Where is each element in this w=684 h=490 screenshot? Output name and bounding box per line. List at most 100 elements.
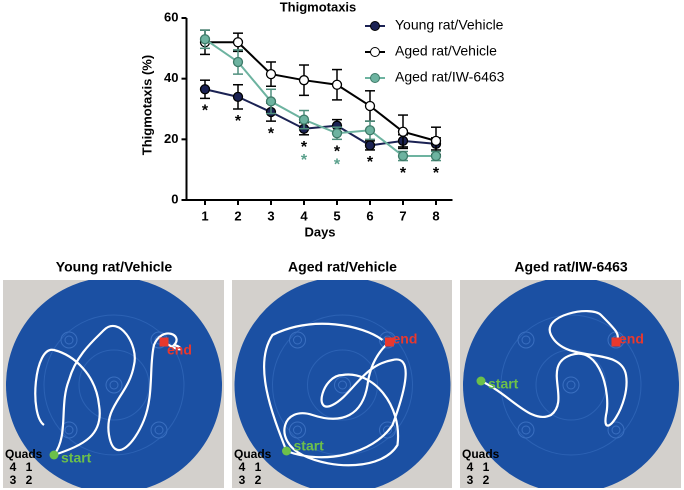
- significance: *: [268, 125, 275, 142]
- point: [364, 140, 376, 151]
- pool-water: [6, 280, 222, 488]
- platform-ring: [517, 421, 535, 439]
- pool: [463, 280, 679, 488]
- y-axis-label: Thigmotaxis (%): [139, 55, 154, 155]
- start-label: start: [488, 376, 519, 392]
- point: [364, 100, 376, 112]
- pool-ring: [307, 349, 378, 421]
- end-label: end: [619, 331, 644, 347]
- pool-water: [234, 280, 451, 488]
- pool-ring: [78, 349, 150, 421]
- pool-water: [463, 280, 679, 488]
- end-marker: [159, 337, 169, 347]
- platform-ring: [334, 376, 351, 394]
- significance: *: [433, 165, 440, 182]
- end-marker: [611, 337, 621, 347]
- end-label: end: [393, 331, 418, 347]
- significance: *: [367, 154, 374, 171]
- quad-number: 3: [239, 473, 246, 487]
- x-tick-label: 4: [300, 208, 308, 223]
- end-marker: [385, 337, 394, 347]
- point: [199, 84, 211, 95]
- quads-label: Quads: [5, 447, 43, 461]
- y-tick-label: 60: [164, 9, 178, 24]
- x-tick-label: 6: [366, 208, 373, 223]
- quad-number: 4: [467, 460, 474, 474]
- chart-title: Thigmotaxis: [280, 0, 357, 14]
- pool-ring: [500, 314, 642, 456]
- quad-number: 1: [483, 460, 490, 474]
- platform-ring: [521, 425, 531, 435]
- platform-ring: [383, 425, 392, 435]
- x-axis-label: Days: [304, 224, 335, 239]
- series-line: [204, 38, 436, 158]
- quad-number: 1: [255, 460, 262, 474]
- quad-number: 3: [467, 473, 474, 487]
- significance: *: [301, 152, 308, 169]
- swim-path: [34, 324, 182, 457]
- x-tick-label: 2: [234, 208, 241, 223]
- platform-ring: [60, 421, 78, 439]
- quad-number: 2: [483, 473, 490, 487]
- y-tick-label: 20: [164, 131, 178, 146]
- significance: *: [400, 165, 407, 182]
- x-tick-label: 1: [201, 208, 208, 223]
- quad-number: 1: [26, 460, 33, 474]
- platform-ring: [293, 425, 302, 435]
- platform-ring: [289, 331, 306, 349]
- start-marker: [282, 446, 291, 456]
- pool-ring: [43, 314, 185, 456]
- platform-ring: [607, 421, 625, 439]
- swim-path: [480, 310, 628, 427]
- start-marker: [476, 376, 486, 386]
- point: [397, 150, 409, 162]
- point: [331, 79, 343, 90]
- quad-number: 4: [10, 460, 17, 474]
- quad-number: 2: [255, 473, 262, 487]
- point: [232, 91, 244, 103]
- platform-ring: [154, 425, 164, 435]
- platform-ring: [566, 380, 576, 390]
- legend-label: Young rat/Vehicle: [395, 17, 504, 33]
- platform-ring: [379, 331, 396, 349]
- series-line: [205, 41, 437, 142]
- point: [199, 34, 211, 45]
- point: [265, 96, 277, 107]
- legend-marker: [370, 73, 380, 83]
- point: [430, 150, 442, 162]
- y-tick-label: 0: [171, 191, 178, 206]
- point: [430, 135, 442, 147]
- end-label: end: [167, 342, 192, 358]
- panel-title: Aged rat/IW-6463: [514, 259, 628, 275]
- point: [232, 37, 244, 48]
- x-tick-label: 5: [333, 208, 340, 223]
- legend-marker: [370, 47, 380, 57]
- quads-label: Quads: [462, 447, 500, 461]
- pool: [234, 280, 451, 488]
- point: [298, 75, 310, 86]
- significance: *: [235, 113, 242, 130]
- legend-label: Aged rat/Vehicle: [395, 43, 497, 59]
- panel-title: Young rat/Vehicle: [56, 259, 173, 275]
- platform-ring: [562, 376, 580, 394]
- quads-label: Quads: [234, 447, 272, 461]
- platform-ring: [611, 425, 621, 435]
- platform-ring: [521, 335, 531, 345]
- quad-number: 3: [10, 473, 17, 487]
- platform-ring: [517, 331, 535, 349]
- platform-ring: [64, 425, 74, 435]
- platform-ring: [109, 380, 119, 390]
- platform-ring: [289, 421, 306, 439]
- quad-number: 2: [26, 473, 33, 487]
- panel-title: Aged rat/Vehicle: [288, 259, 397, 275]
- platform-ring: [338, 380, 347, 390]
- pool: [6, 280, 222, 488]
- platform-ring: [64, 335, 74, 345]
- platform-ring: [105, 376, 123, 394]
- point: [331, 128, 343, 139]
- platform-ring: [150, 421, 168, 439]
- platform-ring: [60, 331, 78, 349]
- legend-label: Aged rat/IW-6463: [395, 69, 505, 85]
- x-tick-label: 3: [267, 208, 274, 223]
